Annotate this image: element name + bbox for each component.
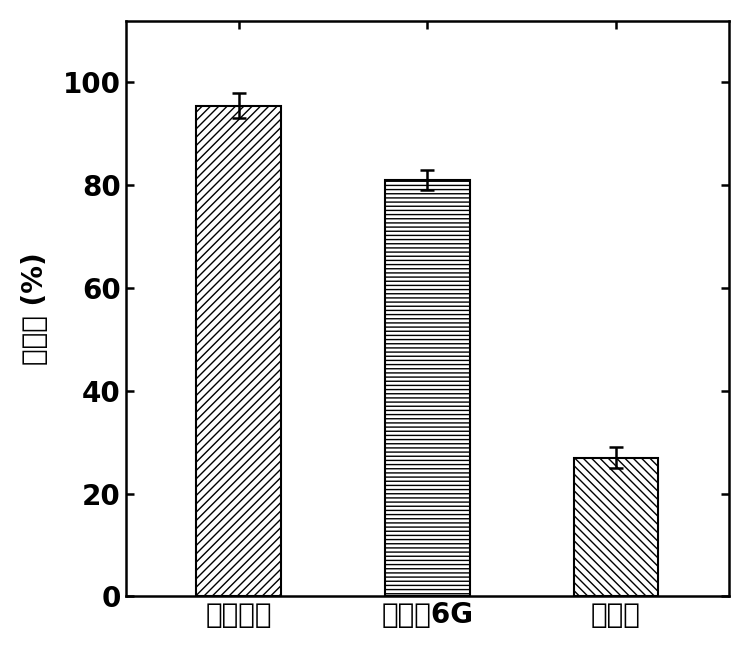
- Bar: [385, 180, 470, 596]
- Y-axis label: 降解率 (%): 降解率 (%): [21, 252, 49, 365]
- Bar: [574, 458, 658, 596]
- Bar: [196, 105, 281, 596]
